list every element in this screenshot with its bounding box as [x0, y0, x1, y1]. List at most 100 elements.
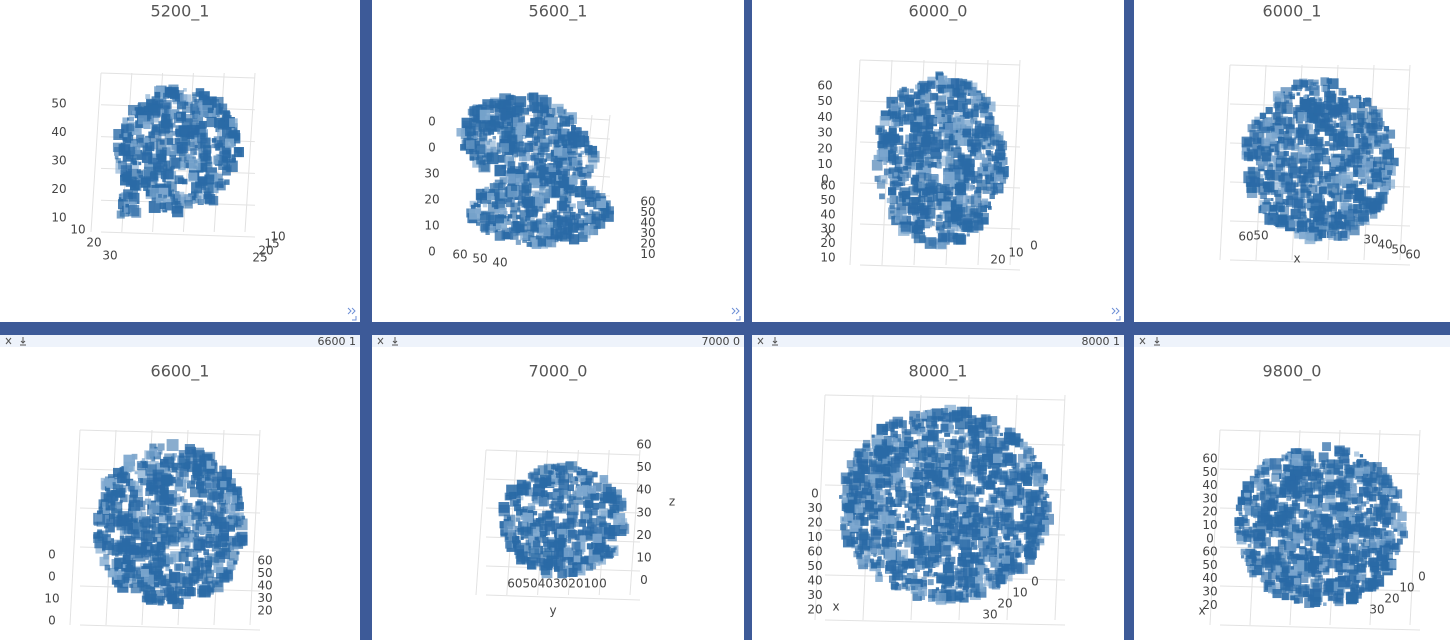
axis-tick-label: 10: [424, 219, 439, 233]
voxel: [1297, 146, 1310, 159]
voxel: [978, 101, 983, 106]
voxel: [158, 513, 169, 523]
voxel: [959, 593, 969, 603]
voxel: [909, 153, 914, 159]
axis-tick-label: 10: [1008, 246, 1023, 260]
voxel: [513, 221, 525, 233]
voxel: [971, 194, 978, 201]
voxel: [957, 427, 965, 435]
voxel: [520, 167, 527, 175]
voxel: [143, 582, 148, 587]
download-icon[interactable]: [20, 337, 26, 346]
voxel: [895, 196, 904, 204]
voxel: [160, 580, 167, 587]
voxel: [225, 504, 236, 515]
grid-line: [629, 449, 641, 596]
voxel: [1358, 101, 1366, 109]
axis-tick-label: 40: [1377, 238, 1392, 252]
voxel: [962, 128, 972, 138]
voxel: [1366, 157, 1370, 162]
axis-tick-label: 20: [258, 244, 273, 258]
voxel: [596, 515, 606, 526]
voxel: [138, 115, 148, 125]
voxel: [494, 104, 502, 112]
voxel: [176, 141, 188, 154]
voxel: [1263, 198, 1271, 205]
voxel: [122, 564, 127, 569]
voxel: [980, 109, 989, 118]
expand-icon[interactable]: [731, 307, 741, 321]
voxel: [129, 583, 134, 588]
voxel: [105, 501, 115, 511]
voxel: [181, 499, 188, 506]
voxel: [523, 174, 530, 181]
download-icon[interactable]: [772, 337, 778, 346]
close-icon[interactable]: [5, 337, 12, 345]
voxel: [1324, 175, 1331, 182]
panel-title: 5200_1: [151, 2, 210, 22]
expand-icon[interactable]: [347, 307, 357, 321]
axis-tick-label: 10: [70, 223, 85, 237]
voxel: [143, 185, 149, 191]
voxel: [961, 219, 973, 231]
voxel: [956, 225, 963, 232]
voxel: [1309, 184, 1313, 188]
voxel: [1348, 95, 1354, 101]
voxel: [1011, 463, 1016, 469]
voxel: [1353, 190, 1364, 201]
voxel: [193, 539, 205, 551]
voxel: [1365, 176, 1373, 184]
voxel: [974, 522, 980, 528]
voxel: [1269, 170, 1281, 182]
voxel: [609, 504, 620, 515]
voxel: [946, 151, 954, 159]
voxel: [1293, 182, 1299, 188]
voxel: [883, 168, 891, 176]
voxel: [131, 548, 138, 555]
voxel: [592, 502, 600, 510]
axis-tick-label: 0: [428, 245, 436, 259]
voxel: [556, 528, 566, 538]
voxel: [528, 548, 540, 559]
voxel: [505, 542, 512, 549]
voxel: [592, 533, 602, 543]
voxel: [889, 195, 898, 204]
voxel: [161, 535, 171, 545]
voxel: [208, 107, 219, 118]
voxel: [985, 101, 996, 112]
voxel: [537, 238, 547, 247]
voxel: [1319, 186, 1327, 195]
voxel: [1339, 98, 1348, 107]
voxel: [1270, 189, 1276, 196]
axis-tick-label: 10: [820, 251, 835, 265]
voxel: [211, 459, 217, 466]
voxel: [530, 523, 536, 530]
axis-tick-label: 30: [51, 154, 66, 168]
voxel: [1270, 155, 1277, 162]
expand-icon[interactable]: [1111, 307, 1121, 321]
voxel: [141, 518, 151, 528]
voxel: [181, 462, 187, 469]
voxel: [906, 221, 918, 233]
voxel: [542, 547, 553, 558]
voxel: [229, 118, 238, 127]
voxel: [1304, 110, 1312, 118]
axis-tick-label: 50: [257, 566, 272, 580]
voxel: [526, 241, 532, 247]
voxel: [503, 514, 516, 527]
voxel: [567, 539, 572, 544]
voxel: [600, 208, 610, 219]
voxel: [119, 466, 128, 476]
voxel: [600, 492, 612, 503]
voxel: [1011, 478, 1018, 484]
download-icon[interactable]: [392, 337, 398, 346]
close-icon[interactable]: [757, 337, 764, 345]
voxel: [551, 179, 562, 190]
voxel: [941, 408, 948, 415]
close-icon[interactable]: [377, 337, 384, 345]
voxel: [900, 166, 912, 178]
voxel: [1248, 167, 1261, 179]
voxel: [521, 521, 527, 527]
voxel: [533, 499, 540, 505]
voxel: [861, 487, 869, 495]
